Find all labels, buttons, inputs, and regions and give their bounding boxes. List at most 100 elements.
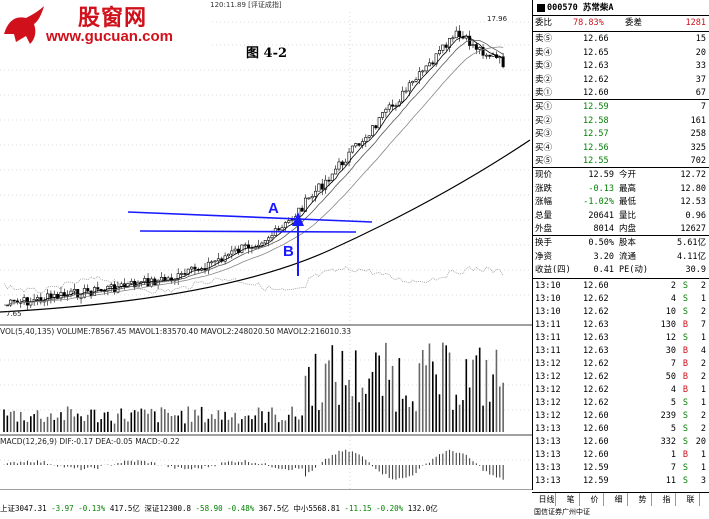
bids-row[interactable]: 买④ 12.56 325 [533, 142, 709, 154]
tick-side: B [682, 346, 688, 356]
bids-row[interactable]: 买⑤ 12.55 702 [533, 155, 709, 167]
candle-body [344, 161, 348, 166]
watermark-url: www.gucuan.com [46, 28, 173, 45]
trendline-b [139, 230, 357, 233]
tick-time: 13:13 [535, 450, 561, 460]
asks-row[interactable]: 卖② 12.62 37 [533, 74, 709, 86]
quote-label1: 涨跌 [535, 183, 553, 194]
index-sz[interactable]: 深证12300.8 [144, 504, 192, 513]
tick-side: S [682, 333, 688, 343]
candle-body [216, 258, 220, 262]
candle-body [350, 145, 354, 153]
tick-price: 12.59 [583, 463, 609, 473]
bids-volume: 258 [690, 129, 706, 139]
tab-0[interactable]: 日线 [538, 493, 556, 506]
quote-label2: 内盘 [619, 224, 637, 234]
candle-body [230, 250, 234, 255]
asks-label: 卖④ [535, 47, 553, 58]
quote-row: 现价 12.59 今开 12.72 [533, 169, 709, 181]
tick-count: 20 [695, 437, 706, 447]
candle-body [387, 104, 391, 110]
bids-row[interactable]: 买② 12.58 161 [533, 115, 709, 127]
asks-row[interactable]: 卖③ 12.63 33 [533, 60, 709, 72]
fin-label2: PE(动) [619, 265, 648, 275]
fin-label2: 流通 [619, 251, 637, 262]
candle-body [263, 240, 267, 244]
candle-body [300, 207, 304, 212]
candle-body [427, 62, 431, 67]
candle-body [320, 183, 324, 190]
asks-row[interactable]: 卖⑤ 12.66 15 [533, 33, 709, 45]
candle-body [243, 244, 247, 247]
tick-price: 12.60 [583, 411, 609, 421]
bids-volume: 325 [690, 142, 706, 153]
quote-value2: 12.80 [680, 183, 706, 194]
broker-label: 国信证券广州中证 [534, 508, 590, 516]
candle-body [35, 297, 39, 300]
tab-1[interactable]: 笔 [562, 493, 580, 506]
fin-value2: 5.61亿 [677, 238, 706, 248]
tick-side: B [682, 450, 688, 460]
candle-body [414, 79, 418, 82]
asks-volume: 15 [695, 34, 706, 44]
index-zx-change: -11.15 [344, 504, 372, 513]
bids-label: 买② [535, 115, 553, 126]
stock-code-title[interactable]: 000570 苏常柴A [533, 2, 709, 14]
index-sh[interactable]: 上证3047.31 [0, 504, 47, 513]
asks-row[interactable]: 卖① 12.60 67 [533, 87, 709, 99]
tick-time: 13:13 [535, 424, 561, 434]
tick-row: 13:10 12.62 4 S 1 [533, 293, 709, 305]
bids-label: 买① [535, 102, 553, 112]
fin-row: 收益(四) 0.41 PE(动) 30.9 [533, 264, 709, 276]
asks-row[interactable]: 卖④ 12.65 20 [533, 47, 709, 59]
quote-row: 外盘 8014 内盘 12627 [533, 223, 709, 235]
tab-3[interactable]: 细 [610, 493, 628, 506]
fin-label2: 股本 [619, 238, 637, 248]
tick-time: 13:13 [535, 476, 561, 486]
watermark-brand: 股窗网 [78, 5, 148, 31]
index-zx[interactable]: 中小5568.81 [293, 504, 340, 513]
index-overlay-line [3, 266, 504, 294]
tab-6[interactable]: 联 [682, 493, 700, 506]
quote-value2: 0.96 [685, 210, 706, 221]
quote-value1: -1.02% [583, 197, 614, 207]
tab-5[interactable]: 指 [658, 493, 676, 506]
tick-time: 13:13 [535, 463, 561, 473]
candle-body [96, 287, 100, 290]
index-sz-pct: -0.48% [227, 504, 255, 513]
bids-price: 12.59 [583, 102, 609, 112]
tick-price: 12.62 [583, 398, 609, 408]
candle-body [458, 30, 462, 38]
candle-body [99, 288, 103, 291]
candle-body [437, 50, 441, 55]
fin-row: 换手 0.50% 股本 5.61亿 [533, 237, 709, 249]
tick-time: 13:10 [535, 281, 561, 291]
tab-4[interactable]: 势 [634, 493, 652, 506]
tick-count: 2 [700, 307, 706, 317]
tick-volume: 4 [670, 294, 676, 304]
tick-time: 13:12 [535, 411, 561, 421]
tick-price: 12.62 [583, 359, 609, 369]
tick-volume: 7 [670, 359, 676, 369]
tick-volume: 12 [665, 333, 676, 343]
candle-body [190, 266, 194, 270]
bids-row[interactable]: 买① 12.59 7 [533, 101, 709, 113]
candle-body [280, 227, 284, 231]
candle-body [354, 143, 358, 147]
tick-row: 13:12 12.62 50 B 2 [533, 371, 709, 383]
bids-row[interactable]: 买③ 12.57 258 [533, 128, 709, 140]
candle-body [404, 90, 408, 93]
tab-2[interactable]: 价 [586, 493, 604, 506]
candle-body [381, 112, 385, 118]
candle-body [377, 117, 381, 129]
candle-body [411, 81, 415, 84]
stock-code: 000570 苏常柴A [547, 3, 614, 13]
candle-body [334, 168, 338, 175]
kline-chart[interactable] [0, 0, 532, 491]
tick-price: 12.60 [583, 450, 609, 460]
quote-label1: 总量 [535, 210, 553, 221]
tick-volume: 4 [670, 385, 676, 395]
tick-volume: 130 [660, 320, 676, 330]
annotation-b: B [283, 243, 294, 260]
candle-body [364, 137, 368, 142]
